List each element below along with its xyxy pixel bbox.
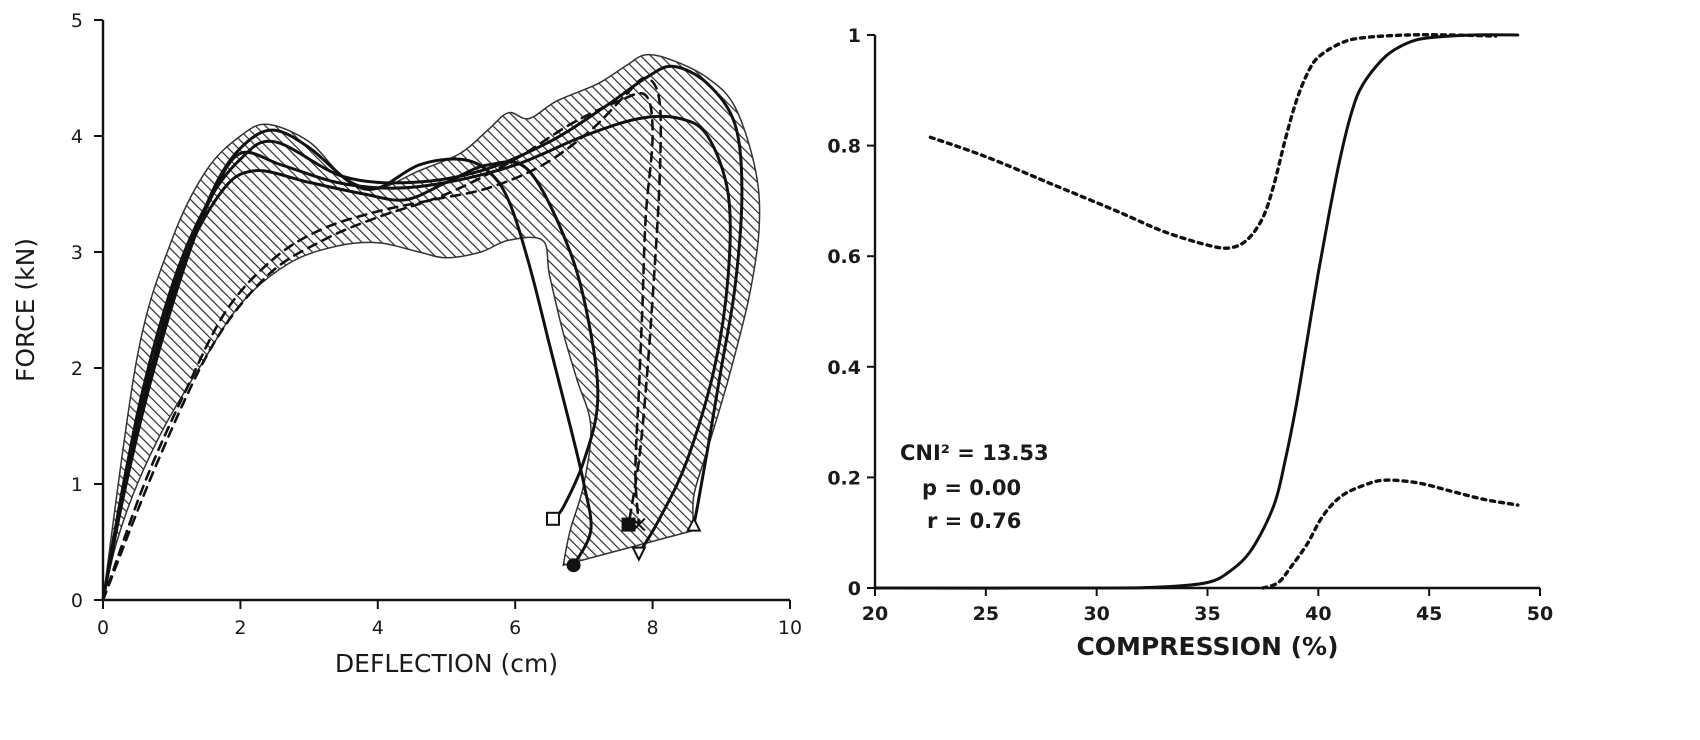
compression-series-line-3 (1261, 478, 1520, 590)
x-tick-label: 2 (234, 617, 246, 639)
annotation-r-value: r = 0.76 (927, 509, 1021, 533)
y-tick-label: 0 (71, 590, 83, 612)
series-marker-1 (566, 558, 581, 573)
x-tick-label: 10 (778, 617, 802, 639)
y-tick-label: 1 (71, 474, 83, 496)
compression-x-tick-label: 35 (1194, 603, 1220, 625)
y-tick-label: 3 (71, 242, 83, 264)
annotation-chi-square: CNI² = 13.53 (900, 441, 1049, 465)
series-line-2 (101, 160, 600, 602)
x-tick-label: 8 (647, 617, 659, 639)
compression-x-tick-label: 25 (973, 603, 999, 625)
y-tick-label: 2 (71, 358, 83, 380)
compression-y-tick-label: 1 (848, 25, 861, 47)
force-deflection-ticks: 0 2 4 6 8 10 0 1 2 3 4 5 (71, 10, 802, 639)
x-tick-label: 0 (97, 617, 109, 639)
compression-x-tick-label: 40 (1305, 603, 1331, 625)
compression-y-tick-label: 0 (848, 578, 861, 600)
series-line-3 (101, 76, 663, 602)
series-line-4 (101, 114, 732, 602)
compression-x-tick-label: 20 (862, 603, 888, 625)
compression-series-group (873, 33, 1520, 590)
compression-y-tick-label: 0.2 (827, 467, 861, 489)
series-line-6 (101, 91, 654, 602)
force-deflection-chart: 0 2 4 6 8 10 0 1 2 3 4 5 DEFLECTION (cm) FORCE (kN) (11, 10, 802, 678)
compression-x-tick-label: 50 (1527, 603, 1553, 625)
compression-y-tick-label: 0.4 (827, 357, 861, 379)
series-marker-5 (686, 516, 702, 532)
compression-y-tick-label: 0.8 (827, 136, 861, 158)
compression-y-tick-label: 0.6 (827, 246, 861, 268)
compression-x-tick-label: 45 (1416, 603, 1442, 625)
force-deflection-series-group (101, 64, 744, 602)
compression-probability-chart: 20 25 30 35 40 45 50 0 0.2 0.4 0.6 0.8 1 COMPRESSION… (827, 25, 1553, 661)
compression-x-tick-label: 30 (1083, 603, 1109, 625)
series-marker-3 (621, 517, 636, 532)
force-deflection-axes (101, 20, 790, 602)
compression-series-line-1 (873, 33, 1520, 590)
compression-series-line-2 (928, 33, 1498, 250)
x-tick-label: 4 (372, 617, 384, 639)
x-axis-title-deflection: DEFLECTION (cm) (335, 649, 558, 678)
compression-ticks: 20 25 30 35 40 45 50 0 0.2 0.4 0.6 0.8 1 (827, 25, 1553, 625)
y-axis-title-force: FORCE (kN) (11, 238, 40, 382)
x-tick-label: 6 (509, 617, 521, 639)
compression-axes (873, 35, 1540, 590)
x-axis-title-compression: COMPRESSION (%) (1076, 632, 1338, 661)
annotation-p-value: p = 0.00 (922, 476, 1021, 500)
series-marker-2 (545, 511, 560, 526)
series-line-5 (101, 64, 744, 602)
series-marker-4 (631, 546, 647, 562)
y-tick-label: 5 (71, 10, 83, 32)
series-marker-6 (632, 517, 646, 532)
y-tick-label: 4 (71, 126, 83, 148)
